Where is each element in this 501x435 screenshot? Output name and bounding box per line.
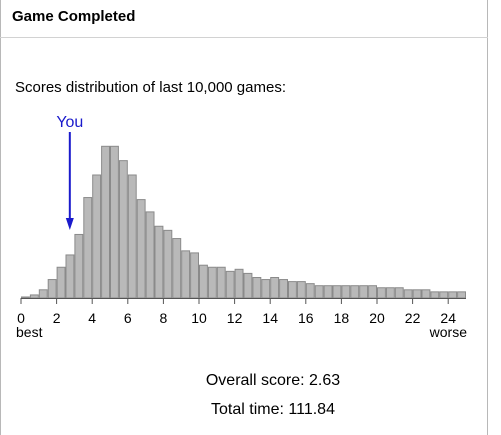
x-tick-label: 20 <box>369 310 385 326</box>
x-tick-label: 10 <box>191 310 207 326</box>
x-tick-label: 8 <box>160 310 168 326</box>
histogram-bar <box>457 291 467 299</box>
total-time: Total time: 111.84 <box>29 401 501 419</box>
x-tick-label: 14 <box>262 310 278 326</box>
histogram-bar <box>216 266 226 299</box>
x-tick-label: 22 <box>405 310 421 326</box>
histogram-bar <box>172 238 182 299</box>
histogram-bar <box>243 272 253 299</box>
histogram-bar <box>368 285 378 299</box>
overall-score-label: Overall score: <box>205 372 305 389</box>
histogram-bar <box>47 279 57 299</box>
x-min-label: best <box>16 324 43 340</box>
histogram-bar <box>225 270 235 299</box>
histogram-bar <box>127 174 137 299</box>
histogram-bar <box>190 252 200 299</box>
histogram-bar <box>448 291 458 299</box>
x-tick-label: 16 <box>298 310 314 326</box>
histogram-bar <box>199 264 208 299</box>
histogram-bar <box>350 285 360 299</box>
you-marker-arrow-head <box>65 218 74 230</box>
histogram-bar <box>341 285 351 299</box>
histogram-bar <box>101 145 110 299</box>
x-tick-label: 2 <box>53 310 61 326</box>
histogram-bar <box>145 211 155 299</box>
histogram-bar <box>29 294 39 299</box>
x-tick-label: 24 <box>440 310 456 326</box>
histogram-bar <box>163 229 173 299</box>
histogram-bar <box>359 285 369 299</box>
histogram-bar <box>181 250 191 299</box>
histogram-bar <box>252 277 262 299</box>
histogram-bar <box>21 296 30 299</box>
histogram-bar <box>305 283 315 299</box>
histogram-bar <box>38 289 48 299</box>
histogram-bar <box>136 199 146 299</box>
histogram-bar <box>110 145 119 299</box>
total-time-value: 111.84 <box>288 401 335 418</box>
histogram-bar <box>377 287 386 299</box>
title-divider <box>0 37 488 38</box>
you-marker-label: You <box>56 114 83 131</box>
histogram-bar <box>323 285 333 299</box>
total-time-label: Total time: <box>211 401 284 418</box>
x-tick-label: 4 <box>88 310 96 326</box>
histogram-bar <box>385 287 395 299</box>
histogram-bar <box>261 279 271 299</box>
histogram-bar <box>74 233 84 299</box>
histogram-bar <box>279 279 289 299</box>
histogram-bar <box>421 289 431 299</box>
histogram-bar <box>439 291 449 299</box>
histogram-bar <box>430 291 440 299</box>
histogram-bar <box>92 174 102 299</box>
histogram-bar <box>288 281 297 299</box>
x-tick-label: 18 <box>334 310 350 326</box>
histogram-bar <box>403 289 413 299</box>
overall-score-value: 2.63 <box>309 372 341 389</box>
histogram-bar <box>154 225 164 299</box>
histogram-bar <box>270 277 280 299</box>
histogram-bar <box>296 281 306 299</box>
histogram-bar <box>83 197 93 299</box>
histogram-bar <box>118 160 128 299</box>
dialog-frame <box>0 0 488 435</box>
dialog-title: Game Completed <box>12 8 136 25</box>
histogram-bar <box>412 289 422 299</box>
histogram-bar <box>56 266 66 299</box>
histogram-bar <box>314 285 324 299</box>
x-max-label: worse <box>429 324 468 340</box>
x-tick-label: 12 <box>227 310 243 326</box>
chart-title: Scores distribution of last 10,000 games… <box>15 79 286 96</box>
histogram-bar <box>394 287 404 299</box>
histogram-bar <box>332 285 342 299</box>
histogram-bar <box>234 268 244 299</box>
histogram-bar <box>207 266 217 299</box>
histogram-bar <box>65 254 75 299</box>
x-tick-label: 0 <box>17 310 25 326</box>
overall-score: Overall score: 2.63 <box>29 372 501 390</box>
x-tick-label: 6 <box>124 310 132 326</box>
